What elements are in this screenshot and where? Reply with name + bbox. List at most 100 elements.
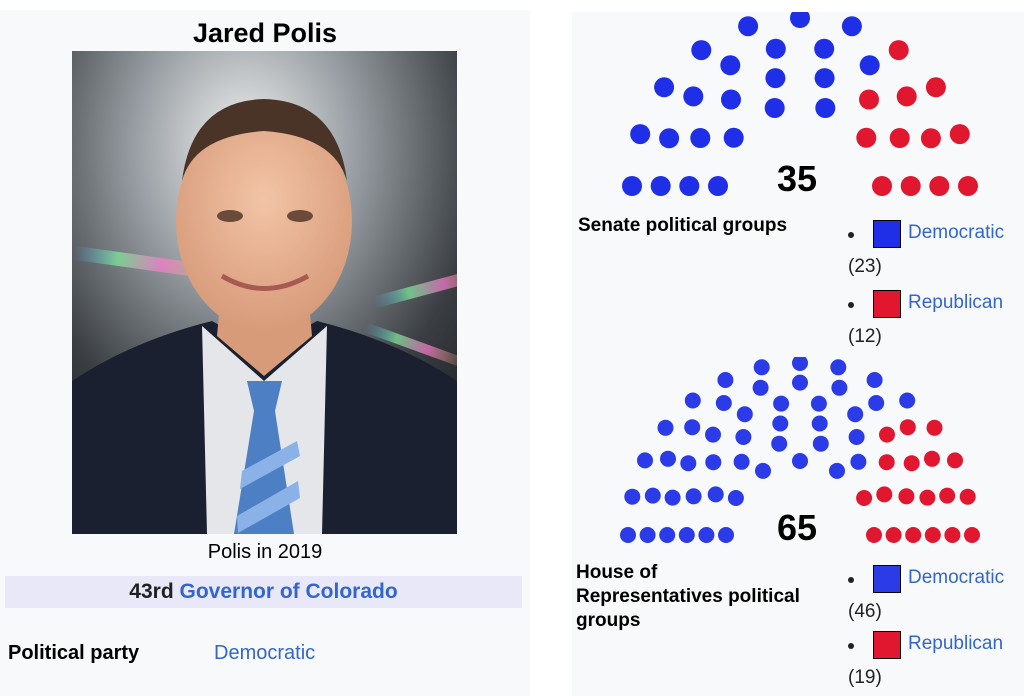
senate-seat-democratic xyxy=(630,124,651,145)
senate-seat-republican xyxy=(888,40,909,61)
house-seat-republican xyxy=(959,488,976,505)
infobox-title: Jared Polis xyxy=(192,18,338,48)
house-seat-democratic xyxy=(698,527,715,543)
portrait-photo[interactable] xyxy=(72,51,457,534)
house-seat-republican xyxy=(866,527,882,543)
senate-groups-label: Senate political groups xyxy=(578,215,788,236)
senate-seat-democratic xyxy=(691,40,712,61)
house-seat-republican xyxy=(876,486,893,503)
house-seat-republican xyxy=(885,527,902,543)
house-seat-republican xyxy=(879,426,895,443)
house-seat-republican xyxy=(878,454,895,471)
house-seat-republican xyxy=(964,527,980,543)
house-groups-label: House of Representatives political group… xyxy=(576,561,800,633)
office-link[interactable]: Governor of Colorado xyxy=(179,580,398,603)
bullet-icon xyxy=(848,232,854,238)
senate-seat-democratic xyxy=(708,176,728,196)
house-seat-democratic xyxy=(680,455,697,472)
house-seat-democratic xyxy=(678,527,695,543)
senate-seat-democratic xyxy=(720,55,741,76)
bullet-icon xyxy=(848,643,854,649)
democratic-seat-count: (46) xyxy=(848,601,882,622)
senate-seat-democratic xyxy=(790,12,810,28)
house-seat-democratic xyxy=(736,406,753,423)
house-seat-democratic xyxy=(705,426,721,443)
house-seat-democratic xyxy=(727,490,744,506)
house-seat-democratic xyxy=(771,435,788,452)
house-seat-democratic xyxy=(812,435,829,452)
senate-seat-republican xyxy=(958,176,978,196)
senate-seat-democratic xyxy=(650,176,671,196)
democratic-link[interactable]: Democratic xyxy=(908,567,1005,588)
senate-seat-democratic xyxy=(659,128,680,149)
house-seat-democratic xyxy=(639,527,656,543)
senate-seat-republican xyxy=(859,89,879,110)
senate-seat-republican xyxy=(889,128,910,148)
house-seat-democratic xyxy=(811,415,828,432)
bullet-icon xyxy=(848,577,854,583)
senate-seat-democratic xyxy=(765,68,786,89)
democratic-link[interactable]: Democratic xyxy=(908,222,1005,243)
senate-seat-democratic xyxy=(738,16,759,37)
house-seat-democratic xyxy=(659,527,676,543)
democratic-swatch xyxy=(873,220,901,248)
house-seat-democratic xyxy=(831,379,848,396)
senate-section: 35 Senate political groups Democratic (2… xyxy=(572,12,1024,352)
house-seat-democratic xyxy=(644,487,661,504)
house-seat-democratic xyxy=(772,415,789,432)
senate-seat-democratic xyxy=(654,77,675,98)
house-seat-democratic xyxy=(620,527,636,543)
house-seat-democratic xyxy=(792,357,808,371)
senate-total: 35 xyxy=(777,158,818,199)
senate-seat-chart xyxy=(622,12,978,196)
house-seat-democratic xyxy=(755,462,771,479)
house-seat-democratic xyxy=(866,372,883,388)
republican-link[interactable]: Republican xyxy=(908,292,1004,313)
house-seat-democratic xyxy=(850,453,867,470)
house-seat-democratic xyxy=(624,488,641,505)
infobox: Jared Polis xyxy=(0,10,530,696)
house-seat-democratic xyxy=(657,419,674,436)
house-seat-democratic xyxy=(717,372,734,388)
house-seat-chart xyxy=(620,357,980,543)
republican-link[interactable]: Republican xyxy=(908,633,1004,654)
house-seat-republican xyxy=(898,488,915,505)
senate-seat-democratic xyxy=(841,16,862,37)
senate-seat-republican xyxy=(920,128,941,149)
senate-seat-democratic xyxy=(723,127,744,148)
house-seat-democratic xyxy=(792,374,808,391)
party-link[interactable]: Democratic xyxy=(214,642,316,664)
legislature-panel: 35 Senate political groups Democratic (2… xyxy=(572,12,1024,696)
house-seat-republican xyxy=(919,489,936,506)
house-seat-republican xyxy=(926,419,943,436)
senate-seat-democratic xyxy=(814,68,835,89)
house-seat-democratic xyxy=(705,454,722,471)
senate-seat-republican xyxy=(929,176,950,196)
democratic-swatch xyxy=(873,565,901,593)
house-section: 65 House of Representatives political gr… xyxy=(572,357,1024,696)
house-seat-democratic xyxy=(829,462,845,479)
office-ordinal: 43rd xyxy=(129,580,174,603)
office-header: 43rd Governor of Colorado xyxy=(5,576,522,608)
republican-seat-count: (12) xyxy=(848,326,882,347)
senate-seat-republican xyxy=(856,127,877,148)
photo-caption: Polis in 2019 xyxy=(207,541,323,563)
senate-seat-democratic xyxy=(622,176,642,196)
house-seat-democratic xyxy=(753,359,770,376)
house-seat-democratic xyxy=(830,359,847,376)
senate-seat-democratic xyxy=(814,38,835,59)
house-seat-republican xyxy=(899,419,916,436)
republican-swatch xyxy=(873,631,901,659)
democratic-seat-count: (23) xyxy=(848,256,882,277)
senate-seat-republican xyxy=(949,124,970,145)
bullet-icon xyxy=(848,302,854,308)
house-seat-democratic xyxy=(792,453,808,469)
senate-seat-republican xyxy=(896,86,917,107)
house-seat-democratic xyxy=(685,488,702,505)
house-seat-democratic xyxy=(707,486,724,503)
republican-seat-count: (19) xyxy=(848,667,882,688)
house-seat-republican xyxy=(924,527,941,543)
house-label-line: groups xyxy=(576,610,641,631)
house-seat-democratic xyxy=(773,395,790,412)
house-seat-democratic xyxy=(684,392,701,409)
